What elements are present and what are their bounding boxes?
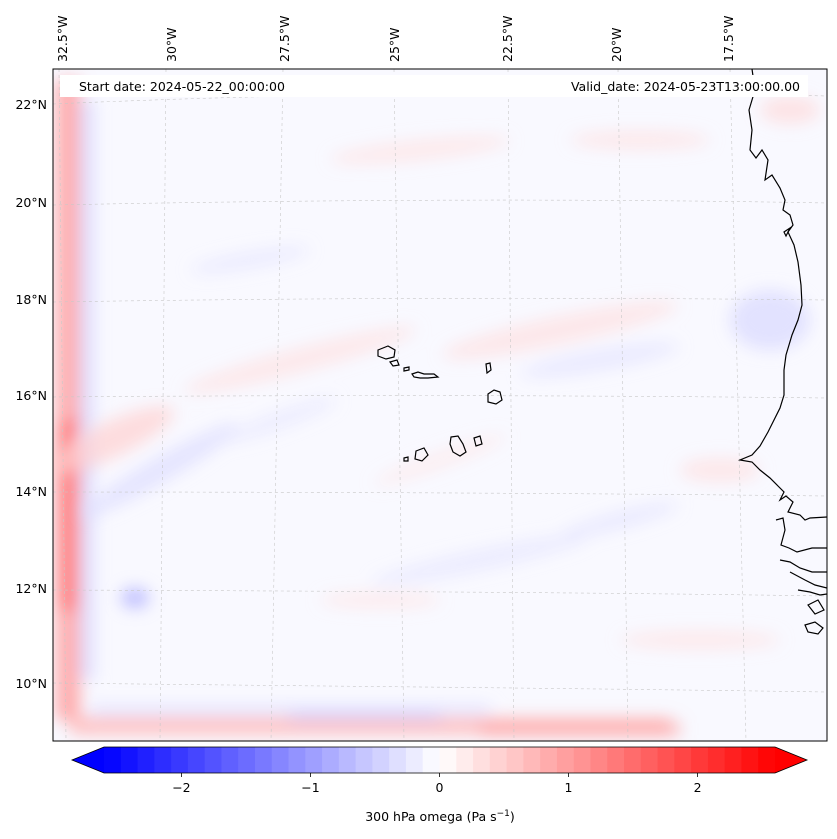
colorbar-segment bbox=[707, 747, 726, 773]
colorbar-segment bbox=[104, 747, 122, 773]
lon-label-20w: 20°W bbox=[609, 27, 624, 62]
island-maio bbox=[473, 435, 483, 447]
colorbar-tick-label: −2 bbox=[172, 780, 190, 795]
omega-field bbox=[53, 80, 820, 736]
colorbar-segment bbox=[439, 747, 457, 773]
colorbar-segment bbox=[338, 747, 357, 773]
coastlines bbox=[377, 69, 827, 635]
colorbar-segment bbox=[556, 747, 575, 773]
island-boa-vista bbox=[487, 389, 503, 405]
colorbar-segment bbox=[355, 747, 374, 773]
map-panel bbox=[53, 69, 827, 741]
island-sao-vicente bbox=[388, 359, 400, 367]
island-sao-nicolau bbox=[411, 371, 440, 379]
africa-coastline bbox=[737, 69, 827, 521]
colorbar-tick-label: 0 bbox=[436, 780, 444, 795]
colorbar-segment bbox=[254, 747, 273, 773]
lon-label-32-5w: 32.5°W bbox=[55, 16, 70, 62]
lon-label-22-5w: 22.5°W bbox=[500, 16, 515, 62]
colorbar-segment bbox=[204, 747, 223, 773]
colorbar-segment bbox=[120, 747, 139, 773]
colorbar-outline bbox=[70, 746, 809, 774]
lat-label-22n: 22°N bbox=[15, 97, 47, 112]
colorbar-segment bbox=[154, 747, 172, 773]
colorbar-ticks: −2 −1 0 1 2 bbox=[172, 773, 702, 795]
lat-label-16n: 16°N bbox=[15, 388, 47, 403]
header-band bbox=[60, 75, 808, 97]
colorbar-segment bbox=[540, 747, 558, 773]
colorbar-title-exponent: −1 bbox=[497, 809, 510, 819]
colorbar-segment bbox=[607, 747, 625, 773]
colorbar-tick-label: −1 bbox=[301, 780, 319, 795]
colorbar-segment bbox=[271, 747, 290, 773]
colorbar-segment bbox=[741, 747, 759, 773]
colorbar-segment bbox=[389, 747, 407, 773]
map-background bbox=[53, 69, 827, 741]
island-santo-antao bbox=[377, 345, 396, 360]
colorbar-segment bbox=[288, 747, 306, 773]
lon-label-25w: 25°W bbox=[387, 27, 402, 62]
colorbar-segment bbox=[489, 747, 508, 773]
colorbar-segment bbox=[624, 747, 642, 773]
colorbar-segment bbox=[305, 747, 323, 773]
colorbar-segment bbox=[238, 747, 256, 773]
colorbar-segments bbox=[104, 747, 776, 773]
colorbar-segment bbox=[691, 747, 709, 773]
colorbar-segment bbox=[640, 747, 659, 773]
colorbar-segment bbox=[456, 747, 474, 773]
colorbar-segment bbox=[372, 747, 390, 773]
longitude-labels: 32.5°W 30°W 27.5°W 25°W 22.5°W 20°W 17.5… bbox=[55, 16, 736, 62]
island-santiago bbox=[449, 435, 467, 457]
lat-label-14n: 14°N bbox=[15, 484, 47, 499]
colorbar-title-end: ) bbox=[510, 809, 515, 824]
colorbar-segment bbox=[506, 747, 524, 773]
colorbar-segment bbox=[422, 747, 441, 773]
lon-label-17-5w: 17.5°W bbox=[721, 16, 736, 62]
lat-label-10n: 10°N bbox=[15, 676, 47, 691]
colorbar-title: 300 hPa omega (Pa s−1) bbox=[365, 809, 515, 824]
start-date-label: Start date: 2024-05-22_00:00:00 bbox=[79, 79, 285, 94]
map-frame bbox=[52, 68, 828, 742]
valid-date-label: Valid_date: 2024-05-23T13:00:00.00 bbox=[571, 79, 800, 94]
lat-label-12n: 12°N bbox=[15, 581, 47, 596]
colorbar-segment bbox=[322, 747, 340, 773]
colorbar-segment bbox=[674, 747, 692, 773]
colorbar-tick-label: 1 bbox=[565, 780, 573, 795]
colorbar-segment bbox=[590, 747, 608, 773]
colorbar-segment bbox=[473, 747, 491, 773]
colorbar-segment bbox=[221, 747, 239, 773]
colorbar-min-extension bbox=[72, 747, 104, 773]
lat-label-20n: 20°N bbox=[15, 195, 47, 210]
lon-label-30w: 30°W bbox=[164, 27, 179, 62]
colorbar-segment bbox=[171, 747, 189, 773]
lat-label-18n: 18°N bbox=[15, 292, 47, 307]
colorbar-segment bbox=[758, 747, 776, 773]
colorbar-segment bbox=[724, 747, 743, 773]
island-fogo bbox=[414, 447, 429, 462]
colorbar-tick-label: 2 bbox=[694, 780, 702, 795]
island-santa-luzia bbox=[403, 366, 410, 372]
colorbar-title-main: 300 hPa omega (Pa s bbox=[365, 809, 496, 824]
colorbar-segment bbox=[573, 747, 592, 773]
colorbar-segment bbox=[657, 747, 675, 773]
colorbar: −2 −1 0 1 2 300 hPa omega (Pa s−1) bbox=[70, 746, 809, 824]
colorbar-max-extension bbox=[775, 747, 807, 773]
colorbar-segment bbox=[523, 747, 541, 773]
island-sal bbox=[485, 362, 492, 375]
colorbar-segment bbox=[137, 747, 155, 773]
lon-label-27-5w: 27.5°W bbox=[277, 16, 292, 62]
colorbar-segment bbox=[405, 747, 424, 773]
colorbar-segment bbox=[187, 747, 206, 773]
latitude-labels: 22°N 20°N 18°N 16°N 14°N 12°N 10°N bbox=[15, 97, 47, 691]
island-brava bbox=[403, 456, 409, 462]
